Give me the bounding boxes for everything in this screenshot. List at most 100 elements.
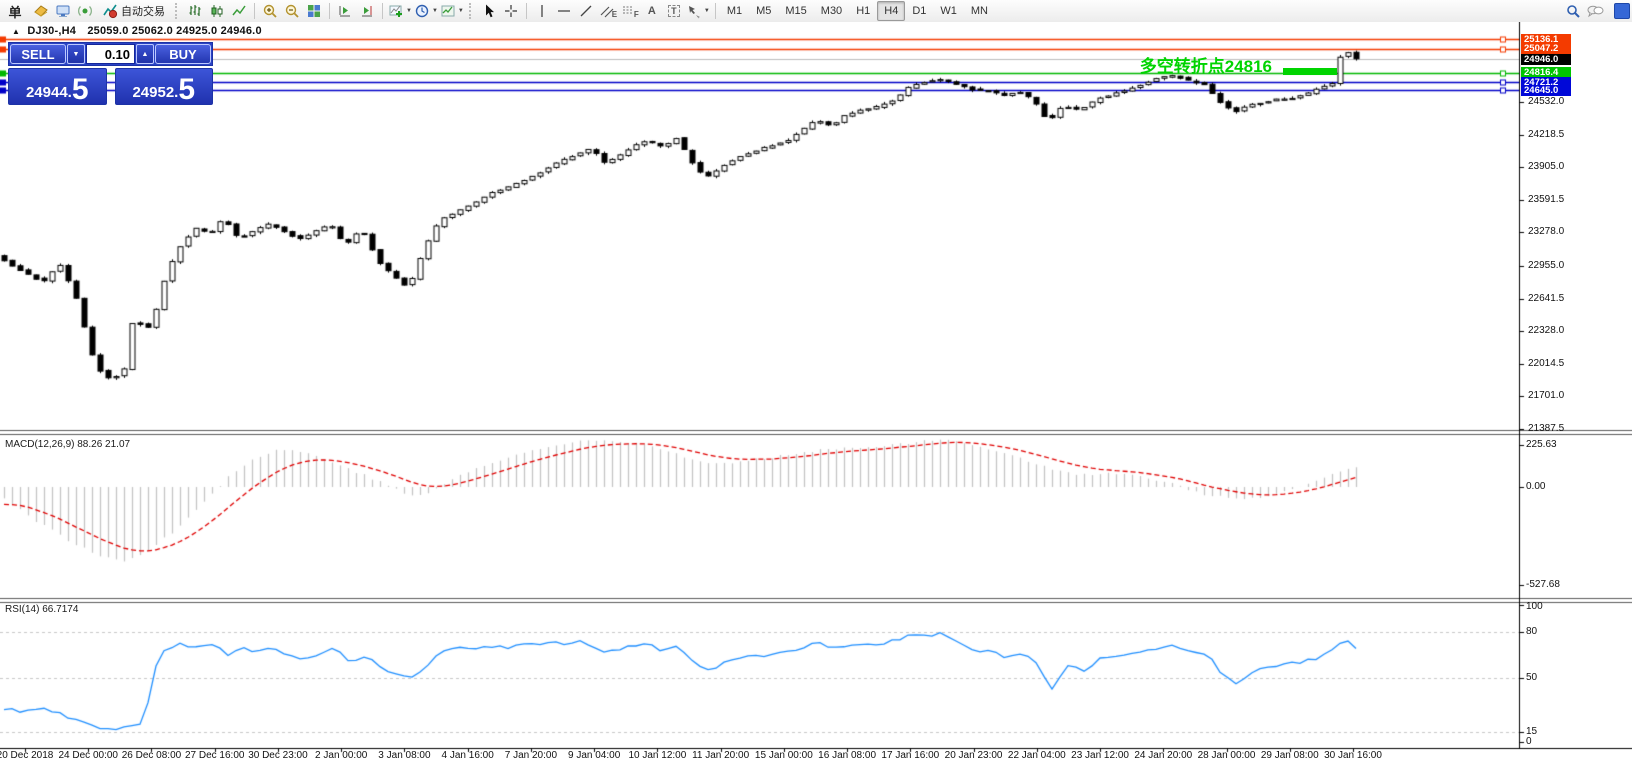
one-click-trading-panel: SELL ▼ ▲ BUY 24944.5 24952.5	[8, 42, 213, 106]
arrow-shapes-icon	[688, 6, 700, 19]
cursor-arrow-icon	[485, 4, 494, 18]
vertical-line-tool[interactable]	[532, 1, 552, 21]
price-tick-label: 22014.5	[1528, 357, 1565, 369]
monitor-icon	[56, 5, 70, 17]
price-tick-label: 23591.5	[1528, 193, 1565, 205]
horizontal-line-tool[interactable]	[554, 1, 574, 21]
trendline-tool[interactable]	[576, 1, 596, 21]
zoom-in-button[interactable]	[260, 1, 280, 21]
line-chart-button[interactable]	[229, 1, 249, 21]
price-tick-label: 21387.5	[1528, 422, 1565, 434]
chart-ohlc: 25059.0 25062.0 24925.0 24946.0	[87, 25, 262, 37]
time-axis-label: 30 Jan 16:00	[1324, 750, 1382, 761]
volume-decrease-button[interactable]: ▼	[67, 44, 85, 64]
timeframe-m5[interactable]: M5	[756, 5, 772, 17]
timeframe-m1[interactable]: M1	[726, 5, 743, 17]
macd-scale-label: 225.63	[1526, 438, 1557, 450]
chart-canvas[interactable]	[0, 22, 1632, 763]
cursor-tool-button[interactable]	[479, 1, 499, 21]
chart-shift-button[interactable]	[357, 1, 377, 21]
sell-price-dot: .	[67, 84, 72, 101]
macd-scale-label: 0.00	[1526, 481, 1546, 492]
timeframe-m30[interactable]: M30	[820, 5, 843, 17]
templates-button[interactable]: ▼	[440, 1, 464, 21]
toolbar-right	[1562, 0, 1606, 22]
time-axis-label: 16 Jan 08:00	[818, 750, 877, 761]
channel-letter: E	[611, 9, 618, 19]
pivot-annotation: 多空转折点24816	[1139, 57, 1272, 76]
price-tick-label: 24218.5	[1528, 128, 1565, 140]
time-axis-label: 3 Jan 08:00	[378, 750, 431, 761]
price-tick-label: 22328.0	[1528, 325, 1565, 337]
volume-increase-button[interactable]: ▲	[136, 44, 154, 64]
horizontal-line-icon	[557, 10, 570, 12]
docked-panel-icon[interactable]	[1614, 3, 1630, 19]
chart-collapse-icon[interactable]: ▲	[12, 27, 21, 36]
zoom-out-button[interactable]	[282, 1, 302, 21]
timeframe-mn[interactable]: MN	[970, 5, 988, 17]
price-tag-24816.4: 24816.4	[1521, 67, 1571, 79]
market-watch-button[interactable]	[75, 1, 95, 21]
time-axis-label: 10 Jan 12:00	[628, 750, 687, 761]
time-axis-label: 17 Jan 16:00	[881, 750, 940, 761]
price-tick-label: 23905.0	[1528, 161, 1565, 173]
time-axis-label: 11 Jan 20:00	[692, 750, 750, 761]
timeframe-m15[interactable]: M15	[785, 5, 807, 17]
pivot-annotation-line[interactable]	[1283, 68, 1337, 75]
autotrading-button[interactable]: 自动交易	[97, 1, 170, 21]
periods-button[interactable]: ▼	[414, 1, 438, 21]
gold-cube-icon	[34, 5, 48, 17]
time-axis-label: 15 Jan 00:00	[754, 750, 813, 761]
trendline-icon	[580, 5, 592, 17]
buy-price-int: 24952	[132, 84, 175, 101]
text-label-tool[interactable]: T	[664, 1, 684, 21]
time-axis-label: 23 Jan 12:00	[1071, 750, 1129, 761]
price-tick-label: 22641.5	[1528, 292, 1565, 304]
price-tag-24721.2: 24721.2	[1521, 76, 1571, 88]
rsi-scale-label: 50	[1526, 672, 1538, 683]
sell-price[interactable]: 24944. 5	[8, 68, 107, 105]
time-axis-label: 26 Dec 08:00	[121, 750, 182, 761]
toolbar-grip	[175, 3, 180, 19]
chat-button[interactable]	[1585, 1, 1605, 21]
volume-input[interactable]	[87, 45, 134, 63]
timeframe-group: M1 M5 M15 M30 H1 H4 D1 W1 MN	[720, 1, 995, 21]
radio-signal-icon	[78, 6, 92, 16]
toolbar-separator	[254, 3, 255, 19]
timeframe-h4[interactable]: H4	[877, 1, 906, 21]
bar-chart-button[interactable]	[185, 1, 205, 21]
sell-price-pip: 5	[71, 73, 89, 106]
candlestick-chart-button[interactable]	[207, 1, 227, 21]
timeframe-w1[interactable]: W1	[940, 5, 957, 17]
arrows-tool[interactable]: ▼	[686, 1, 710, 21]
time-axis-label: 9 Jan 04:00	[568, 750, 621, 761]
buy-button[interactable]: BUY	[155, 44, 211, 64]
text-tool[interactable]: A	[647, 5, 656, 17]
add-indicator-button[interactable]: ▼	[388, 1, 412, 21]
sell-button[interactable]: SELL	[10, 44, 66, 64]
chart-window-button[interactable]	[31, 1, 51, 21]
time-axis-label: 28 Jan 00:00	[1197, 750, 1256, 761]
auto-scroll-button[interactable]	[335, 1, 355, 21]
buy-price[interactable]: 24952. 5	[114, 68, 213, 105]
equidistant-channel-tool[interactable]: E	[598, 1, 618, 21]
rsi-scale-label: 15	[1526, 725, 1538, 737]
volume-box	[86, 44, 135, 64]
zoom-out-icon	[285, 4, 299, 18]
chart-shift-icon	[362, 6, 372, 17]
tile-windows-button[interactable]	[304, 1, 324, 21]
time-axis-label: 24 Dec 00:00	[58, 750, 118, 761]
fibonacci-tool[interactable]: F	[620, 1, 640, 21]
price-tick-label: 24532.0	[1528, 96, 1565, 108]
search-button[interactable]	[1563, 1, 1583, 21]
chat-bubbles-icon	[1587, 5, 1604, 18]
timeframe-h1[interactable]: H1	[856, 5, 871, 17]
time-axis-label: 30 Dec 23:00	[248, 750, 308, 761]
new-order-button[interactable]: 单	[8, 4, 22, 20]
profiles-button[interactable]	[53, 1, 73, 21]
chart-symbol: DJ30-,H4	[27, 25, 77, 37]
timeframe-d1[interactable]: D1	[912, 5, 927, 17]
search-icon	[1567, 5, 1580, 18]
crosshair-tool-button[interactable]	[501, 1, 521, 21]
time-axis-label: 22 Jan 04:00	[1007, 750, 1066, 761]
